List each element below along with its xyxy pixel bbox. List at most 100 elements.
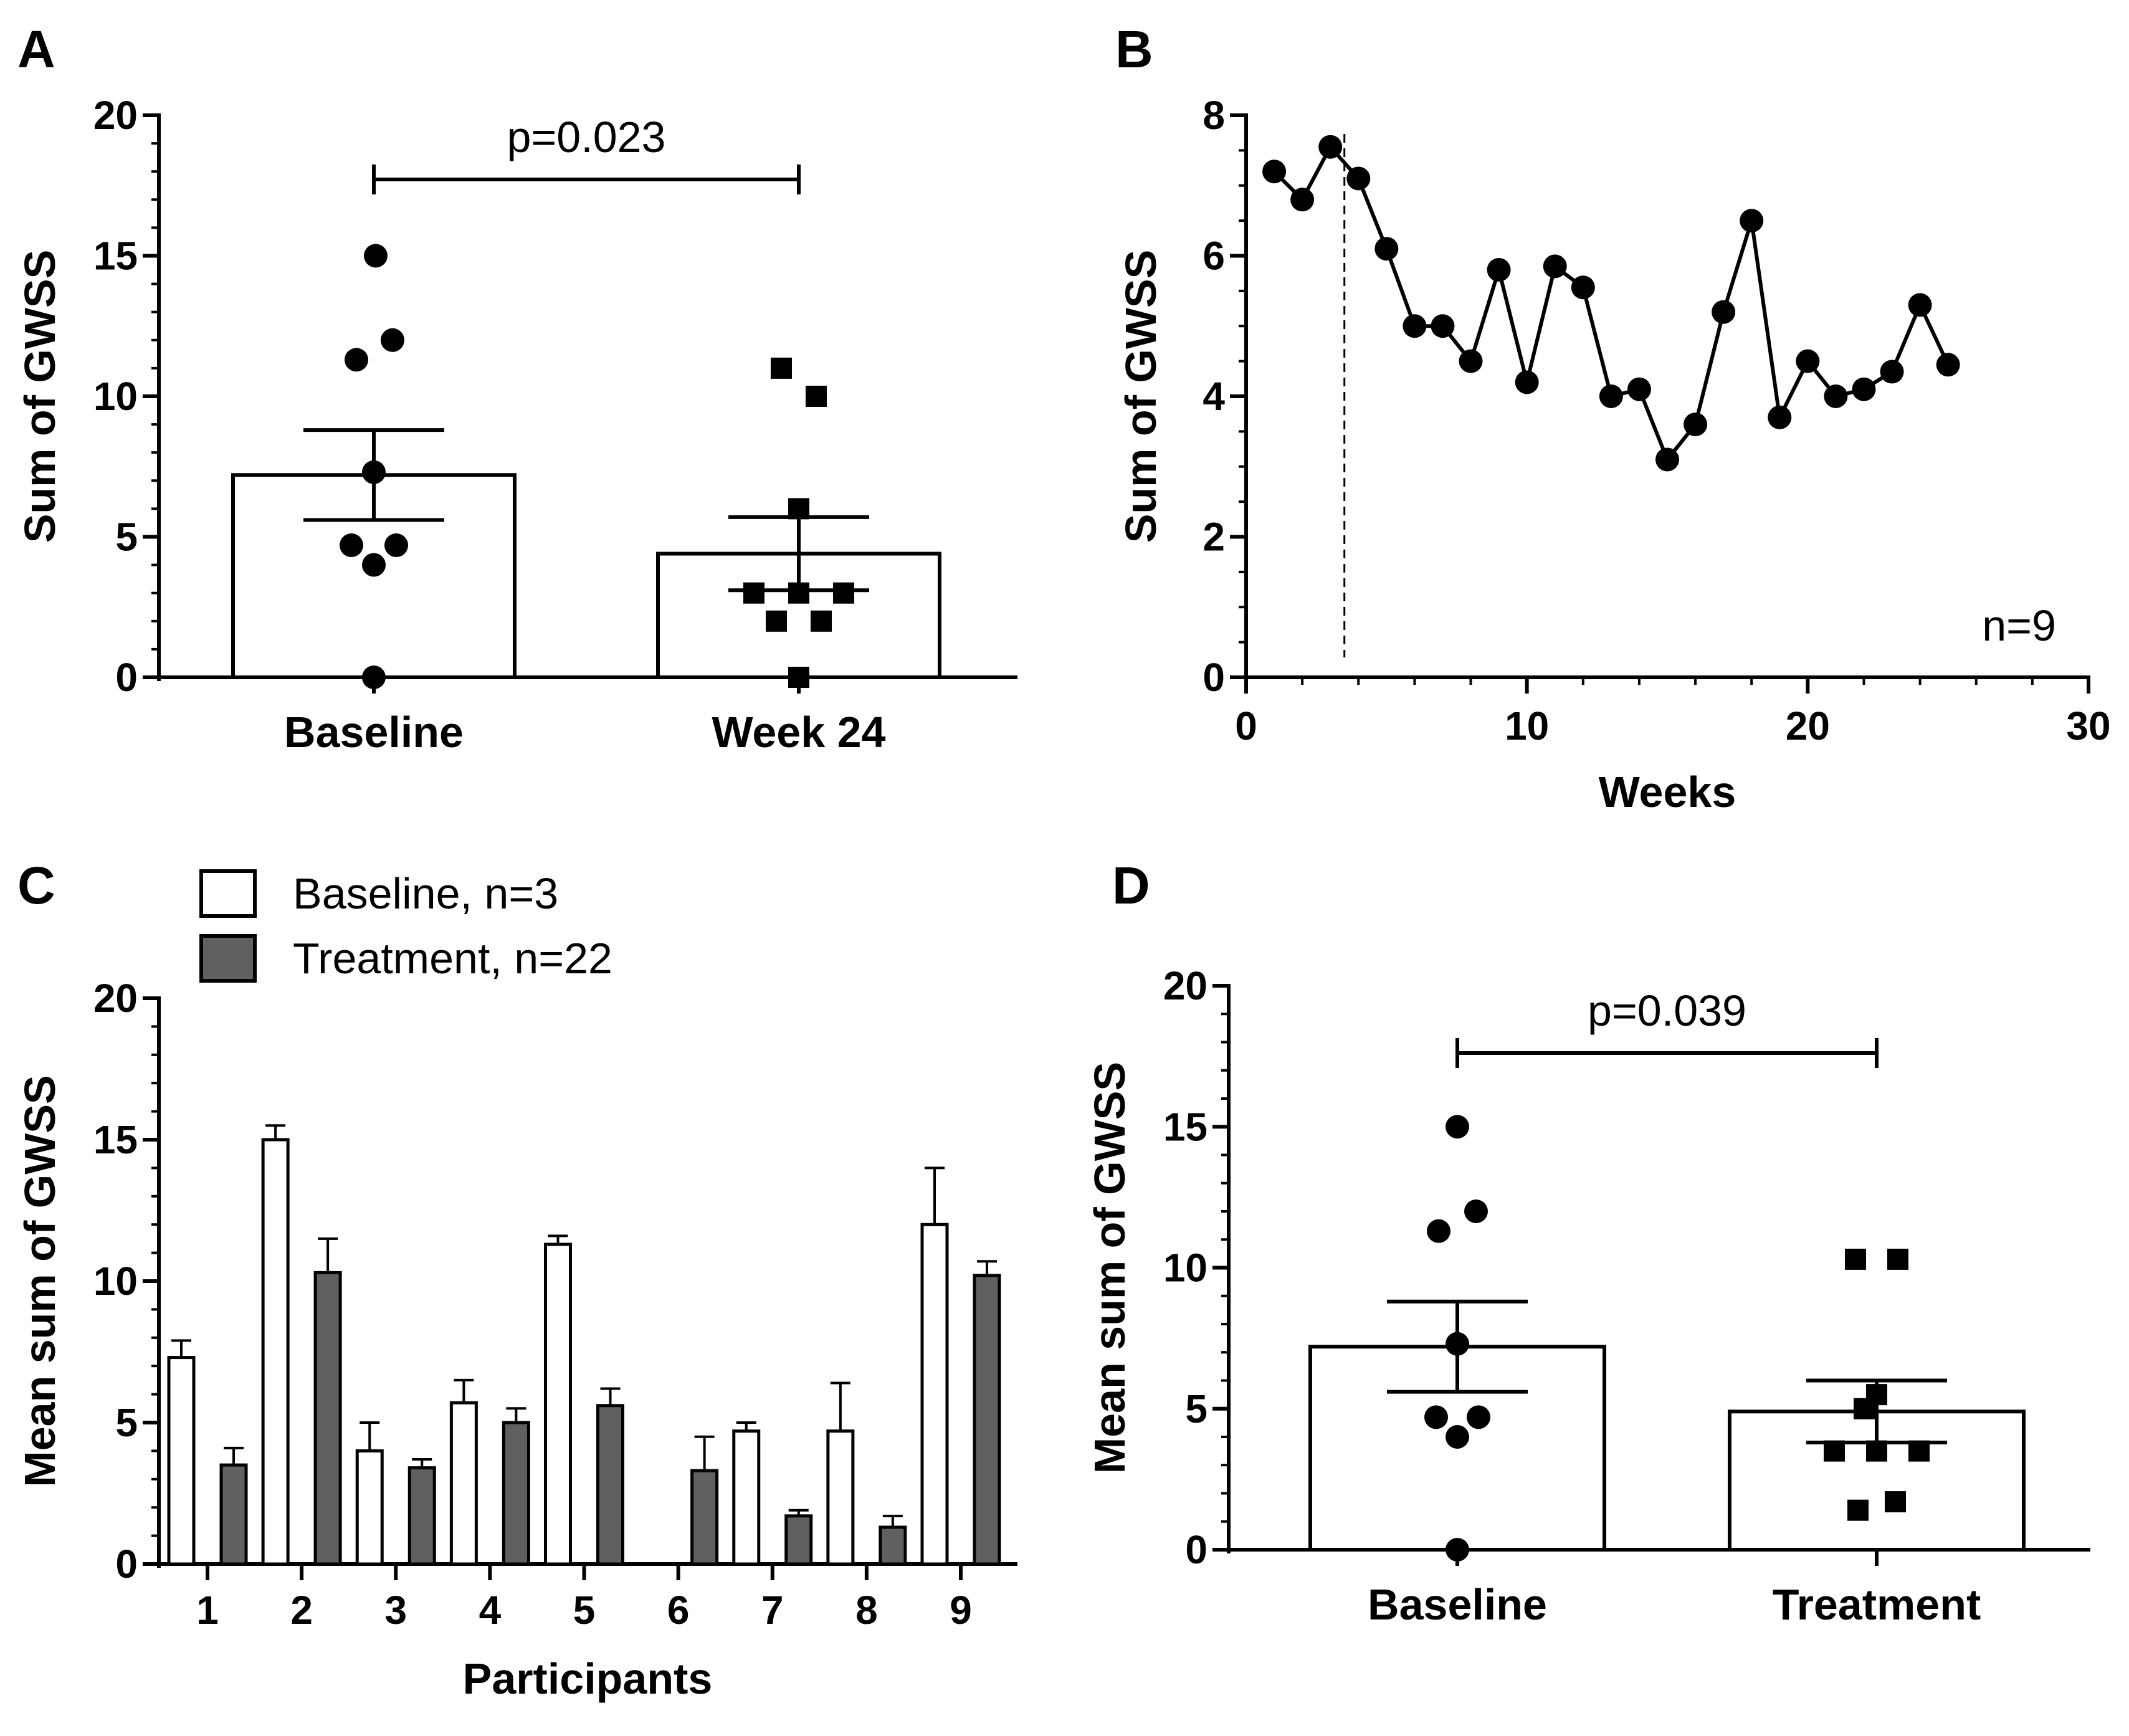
panel-b-data-point bbox=[1262, 160, 1287, 184]
panel-b-data-point bbox=[1487, 258, 1511, 282]
panel-d-data-point bbox=[1446, 1115, 1469, 1139]
panel-a-y-tick-label: 15 bbox=[93, 234, 138, 279]
panel-a-data-point bbox=[364, 244, 388, 268]
panel-a-data-point bbox=[362, 665, 386, 689]
panel-b-data-point bbox=[1796, 349, 1820, 373]
panel-d-y-tick-label: 0 bbox=[1185, 1527, 1207, 1572]
panel-b-y-tick-label: 6 bbox=[1203, 234, 1225, 279]
panel-c-y-tick-label: 5 bbox=[115, 1400, 138, 1445]
panel-d-data-point bbox=[1464, 1199, 1488, 1223]
panel-b-data-point bbox=[1403, 314, 1427, 338]
panel-c-bar-baseline bbox=[167, 1356, 196, 1566]
panel-a-data-point bbox=[766, 610, 787, 632]
panel-a-data-point bbox=[362, 553, 386, 577]
panel-c-y-tick-label: 10 bbox=[93, 1259, 138, 1304]
panel-b-y-tick-label: 0 bbox=[1203, 655, 1225, 700]
panel-b-y-tick-label: 8 bbox=[1203, 93, 1225, 138]
panel-b-data-point bbox=[1627, 377, 1651, 401]
panel-b-data-point bbox=[1599, 384, 1623, 408]
panel-b-data-point bbox=[1290, 188, 1315, 212]
panel-c-bar-baseline bbox=[449, 1401, 478, 1566]
panel-d-y-axis-title: Mean sum of GWSS bbox=[1085, 1062, 1134, 1474]
panel-c-bar-treatment bbox=[973, 1274, 1001, 1566]
panel-a-data-point bbox=[381, 328, 404, 352]
panel-c-legend-label: Treatment, n=22 bbox=[293, 934, 612, 983]
panel-b-x-tick-label: 10 bbox=[1505, 703, 1549, 748]
panel-c-bar-baseline bbox=[544, 1242, 572, 1566]
panel-a-data-point bbox=[340, 533, 363, 558]
panel-c-legend-swatch-treatment bbox=[199, 934, 257, 983]
panel-c-x-tick-label: 5 bbox=[573, 1588, 596, 1633]
panel-a-data-point bbox=[345, 348, 368, 372]
panel-c-bar-baseline bbox=[920, 1223, 949, 1566]
panel-c-y-tick-label: 15 bbox=[93, 1117, 138, 1162]
panel-b-series-line bbox=[1272, 145, 1950, 462]
panel-a-data-point bbox=[771, 357, 792, 379]
panel-d-data-point bbox=[1885, 1491, 1906, 1513]
panel-c-bar-treatment bbox=[407, 1466, 436, 1566]
panel-a-data-point bbox=[806, 386, 827, 407]
panel-b-data-point bbox=[1824, 384, 1848, 408]
panel-c-bar-treatment bbox=[219, 1463, 248, 1566]
panel-c-bar-treatment bbox=[784, 1514, 813, 1566]
panel-b-data-point bbox=[1543, 254, 1567, 279]
panel-d-data-point bbox=[1854, 1398, 1875, 1419]
panel-b-y-axis-title: Sum of GWSS bbox=[1117, 250, 1165, 543]
panel-c-bar-treatment bbox=[690, 1469, 719, 1566]
panel-a-y-axis-title: Sum of GWSS bbox=[16, 250, 64, 543]
panel-a-data-point bbox=[384, 533, 408, 558]
panel-b-data-point bbox=[1684, 413, 1708, 437]
panel-c-bar-baseline bbox=[261, 1138, 290, 1566]
panel-a-data-point bbox=[788, 667, 809, 688]
panel-b-data-point bbox=[1655, 447, 1679, 472]
panel-b-data-point bbox=[1936, 353, 1960, 377]
panel-d-data-point bbox=[1467, 1405, 1490, 1429]
panel-b-x-axis-title: Weeks bbox=[1599, 768, 1736, 816]
panel-c-bar-baseline bbox=[826, 1429, 855, 1566]
panel-c-bar-treatment bbox=[596, 1404, 624, 1566]
panel-d-y-tick-label: 5 bbox=[1185, 1386, 1207, 1431]
panel-c-bar-treatment bbox=[879, 1525, 907, 1566]
panel-c-bar-baseline bbox=[732, 1429, 761, 1566]
panel-c-x-tick-label: 2 bbox=[290, 1588, 313, 1633]
panel-b-panel-letter: B bbox=[1115, 20, 1153, 79]
panel-a-data-point bbox=[743, 582, 764, 604]
panel-b-data-point bbox=[1768, 405, 1792, 429]
panel-b-data-point bbox=[1431, 314, 1455, 338]
panel-d-data-point bbox=[1427, 1219, 1450, 1243]
panel-d-data-point bbox=[1887, 1248, 1908, 1270]
panel-c-x-tick-label: 1 bbox=[196, 1588, 219, 1633]
panel-b-data-point bbox=[1346, 166, 1371, 191]
panel-d-data-point bbox=[1845, 1248, 1866, 1270]
panel-c-bar-treatment bbox=[313, 1271, 342, 1566]
panel-d-panel-letter: D bbox=[1112, 856, 1150, 915]
panel-b-x-tick-label: 20 bbox=[1786, 703, 1830, 748]
panel-b-data-point bbox=[1374, 237, 1399, 261]
panel-c-bar-baseline bbox=[355, 1449, 384, 1566]
panel-a-y-tick-label: 10 bbox=[93, 374, 138, 419]
panel-d-p-value: p=0.039 bbox=[1588, 986, 1746, 1035]
panel-b-y-tick-label: 2 bbox=[1203, 515, 1225, 560]
panel-d-data-point bbox=[1446, 1425, 1469, 1449]
panel-d-x-tick-label: Baseline bbox=[1368, 1580, 1547, 1629]
panel-a-panel-letter: A bbox=[17, 20, 55, 79]
panel-b-data-point bbox=[1318, 135, 1343, 159]
panel-c-x-tick-label: 4 bbox=[479, 1588, 502, 1633]
panel-a-data-point bbox=[833, 582, 854, 604]
panel-d-y-tick-label: 15 bbox=[1163, 1104, 1207, 1149]
panel-c-bar-treatment bbox=[502, 1421, 530, 1566]
panel-c-y-tick-label: 0 bbox=[115, 1542, 138, 1586]
panel-b-y-tick-label: 4 bbox=[1203, 374, 1225, 419]
panel-b-data-point bbox=[1571, 275, 1595, 300]
panel-c-legend-swatch-baseline bbox=[199, 869, 257, 918]
panel-b-data-point bbox=[1459, 349, 1483, 373]
panel-a-data-point bbox=[811, 610, 832, 632]
panel-b-x-tick-label: 30 bbox=[2066, 703, 2110, 748]
panel-d-data-point bbox=[1446, 1538, 1469, 1562]
panel-c-y-tick-label: 20 bbox=[93, 976, 138, 1021]
panel-b-data-point bbox=[1740, 209, 1764, 233]
panel-c-x-axis-title: Participants bbox=[463, 1654, 713, 1703]
panel-a-y-tick-label: 20 bbox=[93, 93, 138, 138]
panel-b-data-point bbox=[1712, 300, 1736, 324]
